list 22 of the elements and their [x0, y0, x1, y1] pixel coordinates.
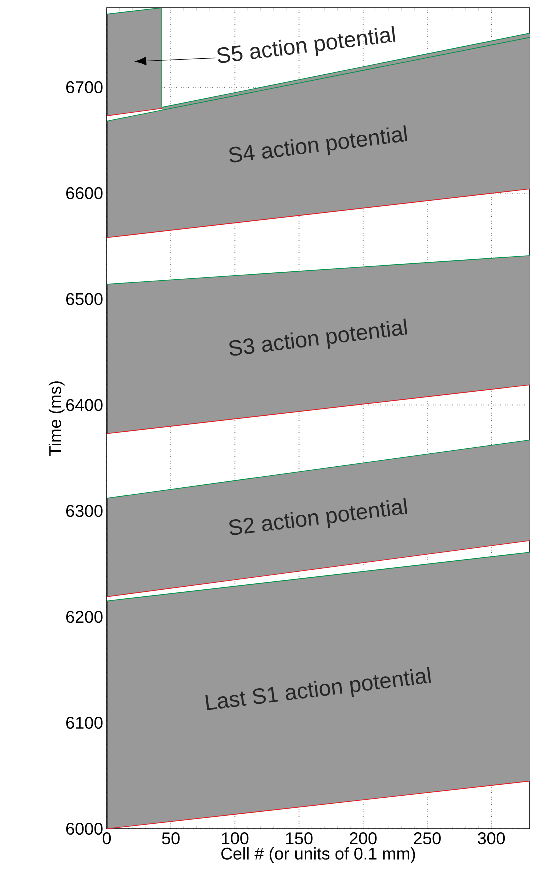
y-tick-label: 6600: [66, 187, 103, 200]
x-tick-label: 150: [286, 832, 313, 845]
x-tick-label: 100: [222, 832, 249, 845]
x-tick-label: 250: [414, 832, 441, 845]
y-tick-label: 6000: [66, 822, 103, 836]
y-tick-label: 6500: [66, 293, 103, 306]
x-tick-label: 50: [162, 832, 180, 845]
y-tick-label: 6700: [66, 81, 103, 94]
y-tick-label: 6100: [66, 717, 103, 730]
annotation: S3 action potential: [230, 318, 408, 356]
annotation: S2 action potential: [230, 498, 408, 536]
annotation: Last S1 action potential: [206, 667, 432, 710]
annotation: S4 action potential: [230, 125, 408, 163]
x-tick-label: 0: [102, 832, 112, 845]
x-axis-title: Cell # (or units of 0.1 mm): [222, 847, 416, 864]
y-tick-label: 6200: [66, 611, 103, 624]
annotation: S5 action potential: [218, 26, 396, 64]
x-tick-label: 200: [350, 832, 377, 845]
y-tick-label: 6400: [66, 399, 103, 412]
y-tick-label: 6300: [66, 505, 103, 518]
x-tick-label: 300: [478, 832, 506, 845]
y-axis-title: Time (ms): [48, 382, 65, 456]
